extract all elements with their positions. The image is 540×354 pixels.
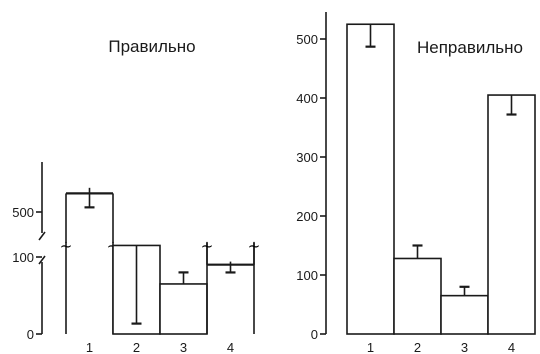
y-tick-label: 400 <box>296 91 318 106</box>
right-panel-title: Неправильно <box>417 38 523 57</box>
bar-break-mark: ~ <box>248 237 261 255</box>
x-tick-label: 4 <box>227 340 234 354</box>
y-axis-break-mark <box>38 255 46 265</box>
x-tick-label: 2 <box>414 340 421 354</box>
y-tick-label: 200 <box>296 209 318 224</box>
x-tick-label: 3 <box>461 340 468 354</box>
x-tick-label: 3 <box>180 340 187 354</box>
bar <box>487 94 536 335</box>
y-tick-label: 0 <box>27 327 34 342</box>
x-tick-label: 1 <box>86 340 93 354</box>
x-tick-label: 4 <box>508 340 515 354</box>
bar-break-mark: ~ <box>60 237 73 255</box>
bar-break-mark: ~ <box>201 237 214 255</box>
right-panel-incorrect: Неправильно 0 100 200 300 400 500 1 2 3 4 <box>296 12 536 354</box>
bar <box>346 23 395 335</box>
y-axis-break-mark <box>38 231 46 241</box>
y-tick-label: 500 <box>296 32 318 47</box>
bar <box>393 257 442 335</box>
x-tick-label: 2 <box>133 340 140 354</box>
y-tick-label: 500 <box>12 205 34 220</box>
bar <box>440 294 489 335</box>
bar <box>159 283 208 335</box>
y-tick-label: 0 <box>311 327 318 342</box>
y-tick-label: 100 <box>12 250 34 265</box>
left-panel-title: Правильно <box>108 37 195 56</box>
y-tick-label: 100 <box>296 268 318 283</box>
x-tick-label: 1 <box>367 340 374 354</box>
y-tick-label: 300 <box>296 150 318 165</box>
